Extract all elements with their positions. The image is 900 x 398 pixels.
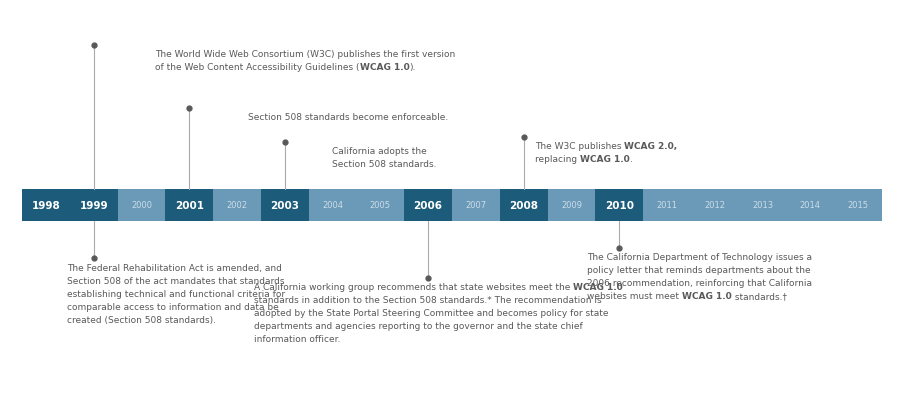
Text: The California Department of Technology issues a: The California Department of Technology … [587,253,812,262]
Text: comparable access to information and data be: comparable access to information and dat… [67,303,279,312]
Bar [356,189,404,221]
Text: WCAG 1.0: WCAG 1.0 [682,292,732,301]
Bar [739,189,787,221]
Bar [70,189,118,221]
Text: 2012: 2012 [705,201,725,211]
Text: California adopts the: California adopts the [332,147,427,156]
Text: A California working group recommends that state websites meet the: A California working group recommends th… [254,283,573,292]
Bar [595,189,643,221]
Text: Section 508 standards become enforceable.: Section 508 standards become enforceable… [248,113,448,122]
Text: establishing technical and functional criteria for: establishing technical and functional cr… [67,290,285,299]
Text: 2009: 2009 [561,201,582,211]
Text: WCAG 1.0: WCAG 1.0 [359,63,410,72]
Text: information officer.: information officer. [254,335,340,344]
Bar [22,189,70,221]
Text: Section 508 of the act mandates that standards: Section 508 of the act mandates that sta… [67,277,284,286]
Bar [500,189,547,221]
Text: 2007: 2007 [465,201,487,211]
Text: 2001: 2001 [175,201,203,211]
Bar [404,189,452,221]
Bar [166,189,213,221]
Bar [213,189,261,221]
Text: .: . [630,155,633,164]
Text: departments and agencies reporting to the governor and the state chief: departments and agencies reporting to th… [254,322,583,331]
Text: 1999: 1999 [79,201,108,211]
Text: 2006: 2006 [414,201,443,211]
Bar [547,189,595,221]
Text: 2000: 2000 [130,201,152,211]
Text: 2005: 2005 [370,201,391,211]
Bar [644,189,691,221]
Bar [691,189,739,221]
Text: 2004: 2004 [322,201,343,211]
Text: 2011: 2011 [656,201,678,211]
Text: The W3C publishes: The W3C publishes [535,142,625,151]
Text: WCAG 1.0: WCAG 1.0 [573,283,623,292]
Bar [834,189,882,221]
Bar [309,189,356,221]
Text: replacing: replacing [535,155,580,164]
Bar [787,189,834,221]
Text: The World Wide Web Consortium (W3C) publishes the first version: The World Wide Web Consortium (W3C) publ… [155,50,455,59]
Text: 2013: 2013 [752,201,773,211]
Text: The Federal Rehabilitation Act is amended, and: The Federal Rehabilitation Act is amende… [67,264,282,273]
Text: ).: ). [410,63,416,72]
Text: WCAG 1.0: WCAG 1.0 [580,155,630,164]
Text: Section 508 standards.: Section 508 standards. [332,160,436,169]
Text: 2010: 2010 [605,201,634,211]
Text: adopted by the State Portal Steering Committee and becomes policy for state: adopted by the State Portal Steering Com… [254,309,608,318]
Text: websites must meet: websites must meet [587,292,682,301]
Text: WCAG 2.0,: WCAG 2.0, [625,142,678,151]
Text: standards.†: standards.† [732,292,787,301]
Text: 2006 recommendation, reinforcing that California: 2006 recommendation, reinforcing that Ca… [587,279,812,288]
Bar [261,189,309,221]
Text: policy letter that reminds departments about the: policy letter that reminds departments a… [587,266,811,275]
Text: created (Section 508 standards).: created (Section 508 standards). [67,316,216,325]
Text: 2015: 2015 [848,201,868,211]
Text: 1998: 1998 [32,201,60,211]
Text: of the Web Content Accessibility Guidelines (: of the Web Content Accessibility Guideli… [155,63,359,72]
Text: 2003: 2003 [270,201,300,211]
Text: 2014: 2014 [800,201,821,211]
Text: 2002: 2002 [227,201,248,211]
Bar [118,189,166,221]
Text: standards in addition to the Section 508 standards.* The recommendation is: standards in addition to the Section 508… [254,296,601,305]
Bar [452,189,500,221]
Text: 2008: 2008 [509,201,538,211]
